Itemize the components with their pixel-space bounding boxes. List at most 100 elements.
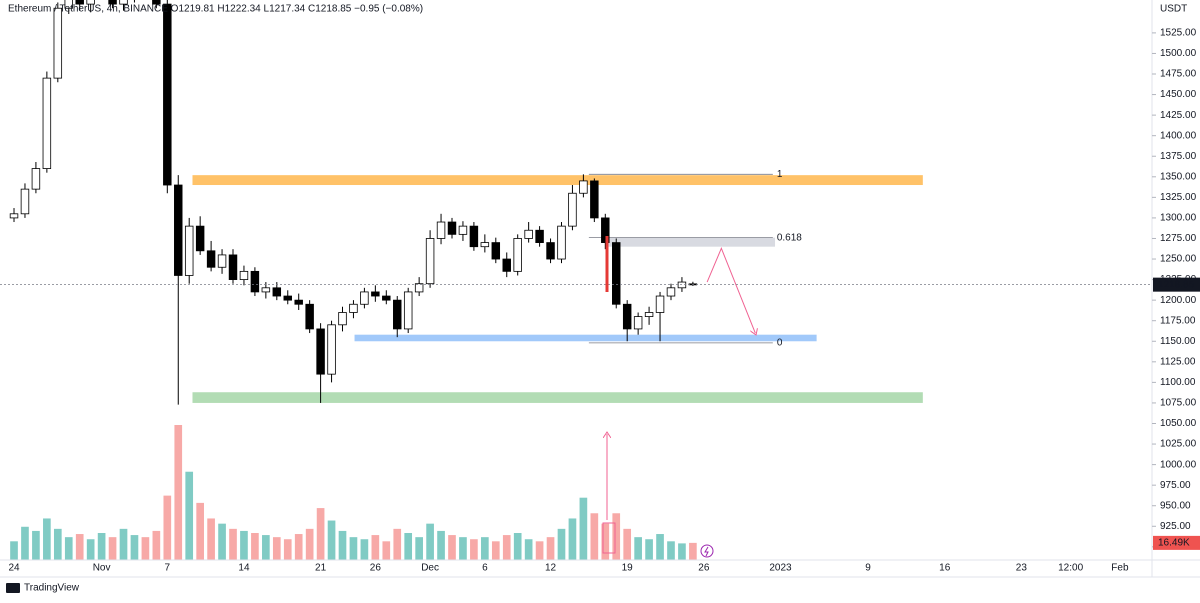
volume-bar bbox=[97, 533, 106, 560]
volume-bar bbox=[568, 518, 577, 560]
y-tick-label: 1450.00 bbox=[1160, 89, 1197, 100]
volume-bar bbox=[229, 528, 237, 560]
volume-bar bbox=[689, 542, 697, 560]
candle-body bbox=[655, 295, 665, 313]
volume-bar bbox=[53, 528, 62, 560]
candle-body bbox=[447, 221, 457, 235]
candle-body bbox=[469, 225, 479, 248]
volume-bar bbox=[21, 526, 29, 560]
volume-bar bbox=[251, 533, 259, 560]
zone bbox=[605, 237, 776, 247]
y-tick-label: 1175.00 bbox=[1160, 315, 1196, 326]
candle-body bbox=[108, 0, 117, 5]
volume-bar bbox=[272, 537, 281, 560]
fib-label: 0.618 bbox=[777, 232, 802, 243]
x-tick-label: 9 bbox=[865, 563, 871, 574]
y-tick-label: 1275.00 bbox=[1160, 233, 1197, 244]
volume-bar bbox=[283, 539, 292, 560]
y-tick-label: 1000.00 bbox=[1160, 459, 1197, 470]
volume-bar bbox=[240, 530, 248, 560]
volume-bar bbox=[678, 543, 686, 560]
x-tick-label: 2023 bbox=[769, 563, 792, 574]
y-tick-label: 1475.00 bbox=[1160, 69, 1197, 80]
volume-bar bbox=[327, 520, 336, 560]
y-tick-label: 1350.00 bbox=[1160, 171, 1197, 182]
volume-bar bbox=[459, 537, 467, 560]
volume-bar bbox=[535, 541, 544, 560]
plot-area: 1 0.618 0 bbox=[0, 0, 1152, 560]
x-tick-label: 26 bbox=[698, 563, 710, 574]
candle-body bbox=[666, 287, 676, 297]
volume-bar bbox=[524, 539, 533, 560]
volume-bar bbox=[656, 534, 664, 560]
volume-bar bbox=[43, 518, 51, 560]
brand-logo bbox=[6, 583, 20, 593]
candle-body bbox=[568, 192, 577, 227]
candle-body bbox=[206, 250, 216, 268]
y-tick-label: 1425.00 bbox=[1160, 110, 1197, 121]
volume-bar bbox=[185, 471, 194, 560]
candle-body bbox=[239, 270, 249, 280]
x-tick-label: 24 bbox=[8, 563, 20, 574]
events-icon[interactable] bbox=[700, 544, 714, 558]
volume-bar bbox=[623, 528, 632, 560]
y-tick-label: 1250.00 bbox=[1160, 254, 1197, 265]
zone bbox=[354, 334, 817, 342]
y-tick-label: 925.00 bbox=[1160, 521, 1191, 532]
y-tick-label: 1150.00 bbox=[1160, 336, 1196, 347]
y-tick-label: 1375.00 bbox=[1160, 151, 1197, 162]
candle-body bbox=[633, 316, 643, 330]
candle-body bbox=[294, 299, 303, 305]
candle-body bbox=[272, 287, 282, 297]
candle-body bbox=[86, 0, 95, 5]
volume-bar bbox=[546, 537, 555, 560]
candle-body bbox=[403, 291, 413, 330]
x-tick-label: 7 bbox=[165, 563, 171, 574]
candle-body bbox=[557, 225, 566, 260]
y-tick-label: 1125.00 bbox=[1160, 356, 1196, 367]
y-tick-label: 950.00 bbox=[1160, 500, 1191, 511]
candle-body bbox=[590, 180, 599, 219]
x-tick-label: 19 bbox=[622, 563, 634, 574]
x-tick-label: 16 bbox=[939, 563, 951, 574]
candle-body bbox=[64, 0, 73, 9]
candle-body bbox=[546, 242, 555, 260]
volume-highlight bbox=[602, 522, 616, 554]
volume-bar bbox=[415, 537, 423, 560]
y-tick-label: 975.00 bbox=[1160, 480, 1191, 491]
candle-body bbox=[436, 221, 446, 239]
volume-bar bbox=[86, 539, 95, 560]
candle-body bbox=[425, 238, 435, 285]
x-tick-label: 21 bbox=[315, 563, 327, 574]
x-tick-label: Nov bbox=[93, 563, 111, 574]
volume-bar bbox=[382, 541, 391, 560]
y-tick-label: 1075.00 bbox=[1160, 398, 1197, 409]
price-unit: USDT bbox=[1160, 4, 1187, 15]
volume-bar bbox=[10, 541, 18, 560]
volume-bar bbox=[207, 518, 215, 560]
candle-body bbox=[250, 270, 260, 293]
candle-body bbox=[75, 0, 84, 5]
x-tick-label: Dec bbox=[421, 563, 439, 574]
projection bbox=[706, 247, 755, 333]
volume-bar bbox=[108, 537, 117, 560]
candle-body bbox=[53, 7, 63, 79]
volume-bar bbox=[645, 539, 653, 560]
volume-bar bbox=[338, 530, 347, 560]
candle-body bbox=[195, 225, 205, 252]
candle-body bbox=[644, 312, 654, 317]
candle-body bbox=[119, 0, 128, 5]
x-tick-label: 12 bbox=[545, 563, 557, 574]
y-tick-label: 1025.00 bbox=[1160, 439, 1197, 450]
volume-bar bbox=[667, 541, 675, 560]
volume-bar bbox=[360, 539, 369, 560]
y-tick-label: 1100.00 bbox=[1160, 377, 1196, 388]
volume-bar bbox=[579, 497, 588, 560]
volume-bar bbox=[64, 537, 73, 560]
x-tick-label: 23 bbox=[1016, 563, 1028, 574]
volume-bar bbox=[196, 502, 204, 560]
volume-bar bbox=[426, 523, 434, 560]
candle-body bbox=[579, 180, 588, 194]
x-tick-label: 26 bbox=[370, 563, 382, 574]
